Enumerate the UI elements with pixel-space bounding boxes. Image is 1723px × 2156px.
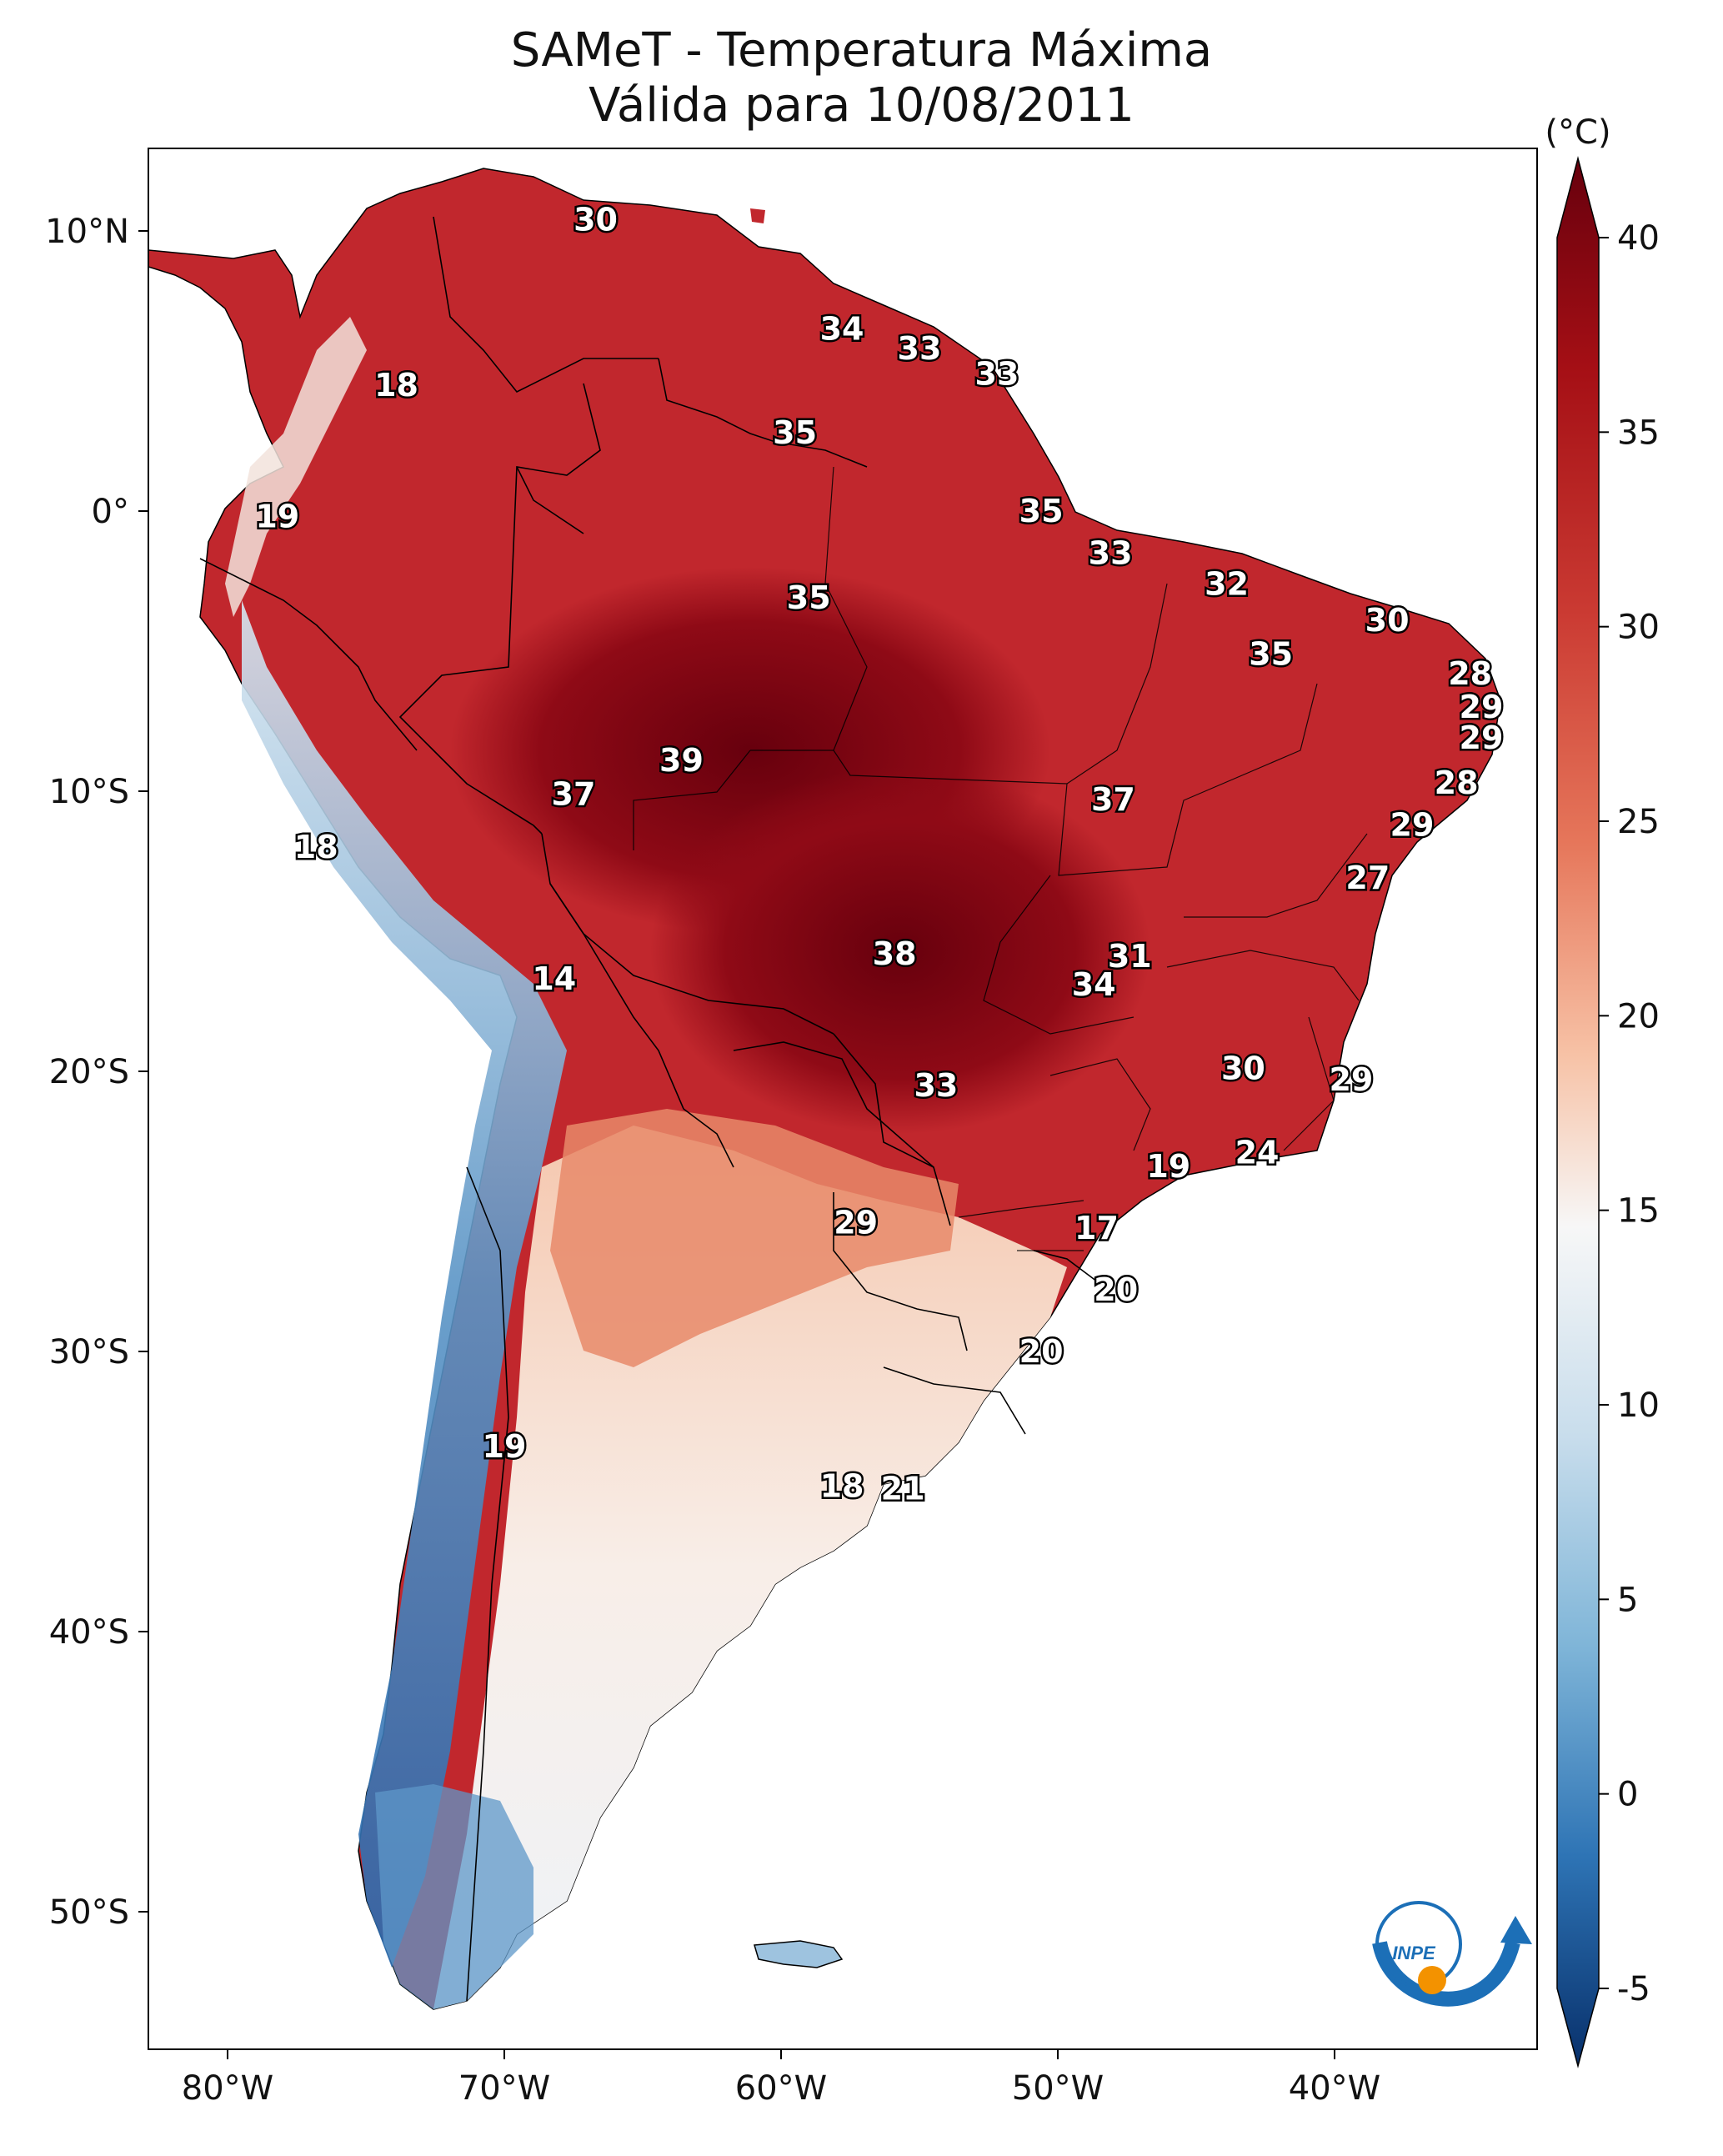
temperature-label: 33: [1089, 534, 1133, 571]
temperature-label: 29: [1460, 689, 1504, 725]
logo-arc-icon: [1372, 1940, 1520, 2007]
temperature-label: 29: [1460, 720, 1504, 756]
temperature-label: 39: [659, 742, 704, 779]
lat-tick-label: 10°N: [45, 213, 129, 251]
logo-ring-icon: [1375, 1901, 1462, 1988]
temperature-label: 38: [873, 935, 917, 972]
temperature-label: 30: [1365, 602, 1410, 639]
map-frame: [148, 148, 1538, 2050]
lon-tick-label: 60°W: [735, 2069, 827, 2108]
colorbar-tick-label: 20: [1617, 997, 1660, 1035]
state-borders: [633, 466, 1368, 1251]
temperature-label: 33: [975, 355, 1019, 392]
temperature-label: 29: [1329, 1061, 1373, 1098]
colorbar-ticks: 40 35 30 25 20 15 10 5 0 -5: [1599, 219, 1660, 2008]
temperature-label: 34: [1072, 966, 1116, 1003]
temperature-label: 33: [914, 1067, 958, 1104]
colorbar-tick-label: 0: [1617, 1776, 1638, 1814]
temperature-label: 30: [573, 202, 618, 238]
lat-tick-label: 50°S: [49, 1893, 129, 1932]
temperature-label: 17: [1074, 1210, 1119, 1246]
temperature-field: [148, 168, 1501, 2010]
colorbar-tick-label: 35: [1617, 414, 1660, 452]
temperature-label: 35: [1019, 493, 1064, 529]
lat-tick-label: 40°S: [49, 1613, 129, 1652]
country-borders: [199, 216, 1101, 2002]
patagonia-cold-area: [375, 1784, 533, 2009]
falkland-islands: [754, 1940, 844, 1968]
lon-tick-label: 80°W: [182, 2069, 273, 2108]
temperature-label: 18: [294, 829, 338, 865]
temperature-label: 37: [1091, 781, 1135, 818]
temperature-label: 21: [881, 1471, 925, 1507]
inpe-logo: INPE: [1372, 1901, 1532, 2007]
trinidad-island: [750, 208, 765, 223]
logo-arrow-icon: [1500, 1916, 1532, 1944]
lat-tick-label: 30°S: [49, 1333, 129, 1371]
temperature-label: 29: [834, 1204, 878, 1241]
lat-tick-label: 10°S: [49, 773, 129, 811]
temperature-label: 29: [1390, 806, 1435, 843]
temperature-label: 19: [1146, 1148, 1190, 1185]
temperature-label: 19: [483, 1428, 527, 1465]
colorbar-body: [1556, 156, 1600, 2068]
temperature-label: 28: [1435, 765, 1479, 801]
title-line-2: Válida para 10/08/2011: [589, 78, 1134, 133]
lon-tick-label: 40°W: [1289, 2069, 1380, 2108]
title-line-1: SAMeT - Temperatura Máxima: [510, 23, 1213, 78]
temperature-label: 32: [1205, 565, 1249, 602]
hot-core-central: [650, 767, 1150, 1134]
logo-sun-icon: [1418, 1966, 1446, 1994]
map-title: SAMeT - Temperatura Máxima Válida para 1…: [0, 23, 1723, 133]
temperature-label: 33: [898, 330, 942, 367]
temperature-label: 20: [1094, 1271, 1138, 1308]
lat-tick-label: 20°S: [49, 1053, 129, 1091]
temperature-label: 30: [1221, 1050, 1265, 1087]
latitude-axis: 10°N 0° 10°S 20°S 30°S 40°S 50°S: [45, 213, 148, 1932]
temperature-label: 28: [1448, 655, 1492, 692]
colorbar-tick-label: -5: [1617, 1970, 1650, 2008]
colorbar-unit: (°C): [1545, 113, 1610, 152]
temperature-label: 18: [820, 1467, 864, 1504]
temperature-label: 24: [1235, 1134, 1280, 1171]
colorbar-tick-label: 10: [1617, 1386, 1660, 1425]
temperature-label: 35: [787, 579, 831, 616]
lat-tick-label: 0°: [92, 493, 129, 531]
temperature-label: 35: [773, 414, 817, 451]
colorbar-tick-label: 5: [1617, 1581, 1638, 1619]
longitude-axis: 80°W 70°W 60°W 50°W 40°W: [182, 2049, 1380, 2108]
temperature-label: 14: [532, 960, 576, 997]
lon-tick-label: 50°W: [1012, 2069, 1104, 2108]
warm-transition-band: [550, 1109, 959, 1367]
temperature-label: 34: [820, 311, 864, 348]
logo-text: INPE: [1392, 1943, 1436, 1963]
colombia-andes-cool: [225, 317, 367, 617]
temperature-label: 31: [1108, 938, 1152, 975]
colorbar-tick-label: 30: [1617, 609, 1660, 647]
lon-tick-label: 70°W: [458, 2069, 550, 2108]
colorbar-tick-label: 15: [1617, 1192, 1660, 1231]
temperature-label: 20: [1019, 1333, 1064, 1370]
temperature-label: 19: [255, 499, 299, 535]
colorbar: (°C) 40 35 30 25 20 15 10 5 0 -5: [1545, 113, 1660, 2068]
colorbar-tick-label: 40: [1617, 219, 1660, 258]
temperature-label: 37: [552, 775, 596, 812]
temperature-label: 18: [374, 367, 418, 404]
temperature-label: 35: [1249, 635, 1293, 672]
temperature-label: 27: [1345, 860, 1390, 896]
colorbar-tick-label: 25: [1617, 803, 1660, 841]
